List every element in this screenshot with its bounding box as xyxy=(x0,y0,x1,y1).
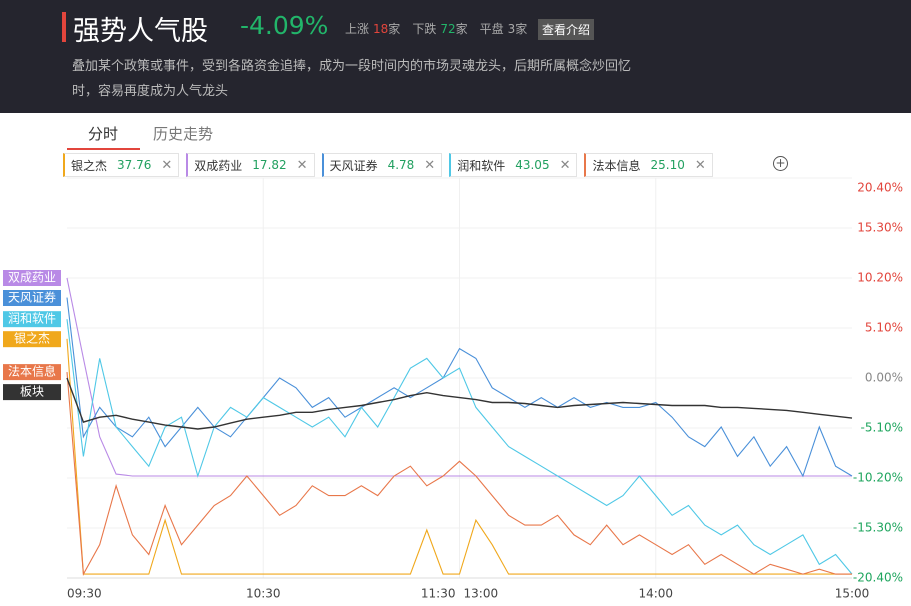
series-label: 天风证券 xyxy=(8,290,56,305)
y-tick-label: 20.40% xyxy=(857,181,903,195)
chip-close[interactable]: ✕ xyxy=(296,157,308,173)
intro-button[interactable]: 查看介绍 xyxy=(538,19,595,40)
series-label: 双成药业 xyxy=(8,271,56,285)
chip-name: 银之杰 xyxy=(71,158,108,173)
x-tick-label: 13:00 xyxy=(464,587,499,601)
stock-chip[interactable]: 法本信息 25.10 ✕ xyxy=(584,153,713,177)
chip-price: 25.10 xyxy=(650,158,685,172)
series-label: 银之杰 xyxy=(14,332,50,346)
header: 强势人气股 -4.09% 上涨 18家 下跌 72家 平盘 3家 查看介绍 叠加某个政策或… xyxy=(0,0,911,113)
chip-close[interactable]: ✕ xyxy=(161,157,173,173)
title: 强势人气股 xyxy=(73,16,208,47)
tab-indicator xyxy=(67,148,140,150)
stat: 上涨 18家 xyxy=(345,20,400,37)
chip-price: 43.05 xyxy=(515,158,550,172)
change: -4.09% xyxy=(240,11,329,40)
series-label-bg xyxy=(3,364,61,381)
series-label: 板块 xyxy=(20,385,44,399)
y-tick-label: -5.10% xyxy=(861,421,903,435)
stat-label: 上涨 xyxy=(345,22,370,36)
chip-name: 天风证券 xyxy=(329,158,378,173)
stat-unit: 家 xyxy=(515,22,528,36)
stat-count: 72 xyxy=(440,22,456,36)
series-line xyxy=(66,319,853,575)
chips: 银之杰 37.76 ✕ 双成药业 17.82 ✕ 天风证券 4.78 ✕ 润和软件 43.05 ✕ 法本… xyxy=(63,153,713,177)
stat-unit: 家 xyxy=(388,22,401,36)
y-tick-label: 5.10% xyxy=(865,321,903,335)
series-line xyxy=(66,372,852,576)
y-tick-label: -20.40% xyxy=(853,571,903,585)
y-tick-label: -15.30% xyxy=(853,521,903,535)
chip-name: 法本信息 xyxy=(592,158,641,173)
series-line xyxy=(66,297,853,478)
series-label: 法本信息 xyxy=(8,364,56,379)
chip-close[interactable]: ✕ xyxy=(694,157,706,173)
accent xyxy=(62,12,66,42)
series-label-bg xyxy=(3,270,61,286)
y-tick-label: 0.00% xyxy=(865,371,903,385)
stat-label: 下跌 xyxy=(412,22,437,36)
x-tick-label: 10:30 xyxy=(246,587,281,601)
tab[interactable]: 分时 xyxy=(88,125,119,143)
stat: 下跌 72家 xyxy=(412,20,467,37)
x-tick-label: 11:30 xyxy=(421,587,456,601)
chip-close[interactable]: ✕ xyxy=(424,157,436,173)
series-line xyxy=(66,377,853,430)
chip-price: 4.78 xyxy=(387,158,415,172)
stat-unit: 家 xyxy=(455,22,468,36)
series-line xyxy=(66,338,852,575)
stat-count: 18 xyxy=(373,22,389,36)
y-tick-label: 15.30% xyxy=(857,221,903,235)
add-button[interactable]: + xyxy=(773,156,788,171)
description: 时，容易再度成为人气龙头 xyxy=(72,84,229,99)
x-tick-label: 14:00 xyxy=(638,587,673,601)
chip-name: 双成药业 xyxy=(194,158,243,173)
stock-chip[interactable]: 双成药业 17.82 ✕ xyxy=(186,153,315,177)
tab[interactable]: 历史走势 xyxy=(153,125,214,143)
stats: 上涨 18家 下跌 72家 平盘 3家 xyxy=(345,20,527,37)
series-label-bg xyxy=(3,331,61,348)
description: 叠加某个政策或事件，受到各路资金追捧，成为一段时间内的市场灵魂龙头，后期所属概念… xyxy=(72,59,632,74)
stock-chip[interactable]: 银之杰 37.76 ✕ xyxy=(63,153,180,177)
y-tick-label: -10.20% xyxy=(853,471,903,485)
chip-close[interactable]: ✕ xyxy=(559,157,571,173)
stock-chip[interactable]: 天风证券 4.78 ✕ xyxy=(321,153,443,177)
series-label-bg xyxy=(3,311,61,328)
chip-name: 润和软件 xyxy=(457,158,506,173)
series-label-bg xyxy=(3,290,61,306)
stat-count: 3 xyxy=(507,22,516,36)
stat-label: 平盘 xyxy=(479,22,504,36)
y-tick-label: 10.20% xyxy=(857,271,903,285)
chip-price: 37.76 xyxy=(117,158,152,172)
x-tick-label: 09:30 xyxy=(67,587,102,601)
x-tick-label: 15:00 xyxy=(835,587,870,601)
series-label: 润和软件 xyxy=(8,312,56,326)
chip-price: 17.82 xyxy=(252,158,287,172)
stat: 平盘 3家 xyxy=(480,20,528,37)
stock-chip[interactable]: 润和软件 43.05 ✕ xyxy=(449,153,578,177)
series-label-bg xyxy=(3,384,61,401)
